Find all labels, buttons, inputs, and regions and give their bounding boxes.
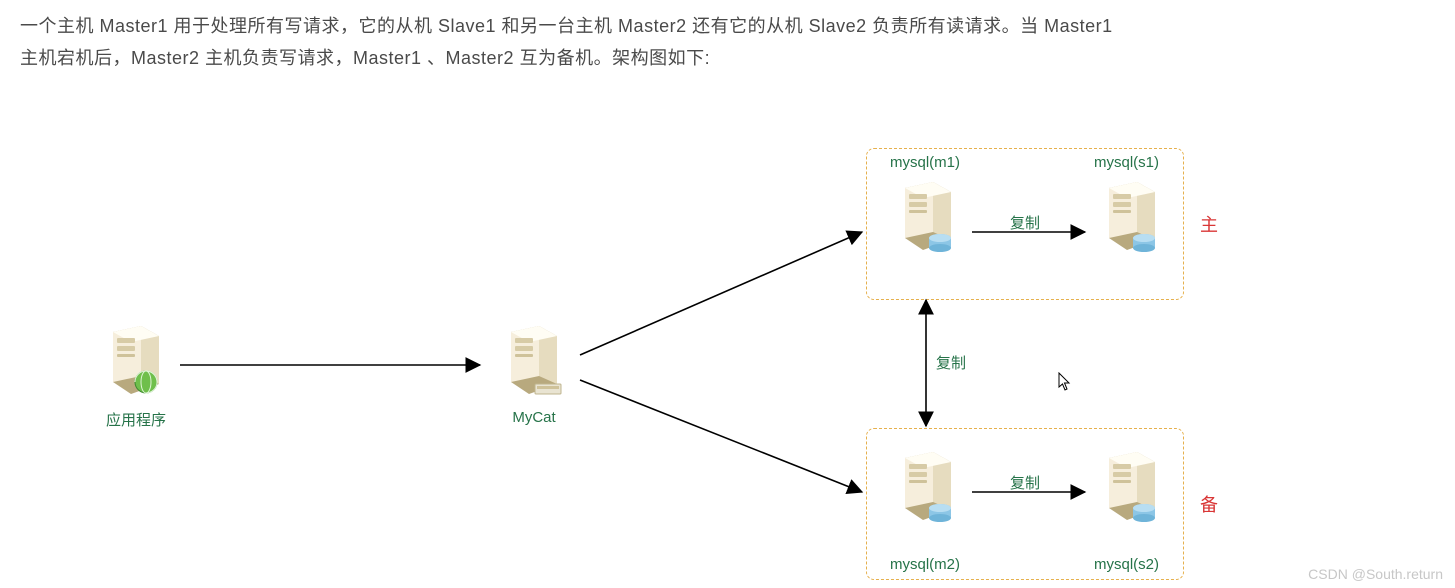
server-tray-icon xyxy=(499,322,569,402)
node-mysql-s1 xyxy=(1092,178,1172,263)
watermark-text: CSDN @South.return xyxy=(1308,566,1443,582)
edge-label-m1-s1: 复制 xyxy=(1010,212,1040,233)
server-globe-icon xyxy=(101,322,171,402)
cursor-icon xyxy=(1058,372,1072,392)
node-mycat: MyCat xyxy=(494,322,574,426)
side-label-primary: 主 xyxy=(1200,211,1218,237)
label-s2: mysql(s2) xyxy=(1094,556,1159,573)
server-db-icon xyxy=(893,178,963,258)
node-mysql-s2 xyxy=(1092,448,1172,533)
label-s1: mysql(s1) xyxy=(1094,154,1159,171)
arrows-layer xyxy=(0,0,1455,588)
edge-label-m2-s2: 复制 xyxy=(1010,472,1040,493)
server-db-icon xyxy=(893,448,963,528)
node-mysql-m2 xyxy=(888,448,968,533)
label-m1: mysql(m1) xyxy=(890,154,960,171)
server-db-icon xyxy=(1097,178,1167,258)
side-label-standby: 备 xyxy=(1200,491,1218,517)
architecture-diagram: 主 备 应用程序 MyCat mysql(m1) mysql(s xyxy=(0,0,1455,588)
edge-label-m1-m2: 复制 xyxy=(936,352,966,373)
node-app-label: 应用程序 xyxy=(96,409,176,430)
node-mycat-label: MyCat xyxy=(494,409,574,426)
node-app-client: 应用程序 xyxy=(96,322,176,430)
node-mysql-m1 xyxy=(888,178,968,263)
server-db-icon xyxy=(1097,448,1167,528)
label-m2: mysql(m2) xyxy=(890,556,960,573)
